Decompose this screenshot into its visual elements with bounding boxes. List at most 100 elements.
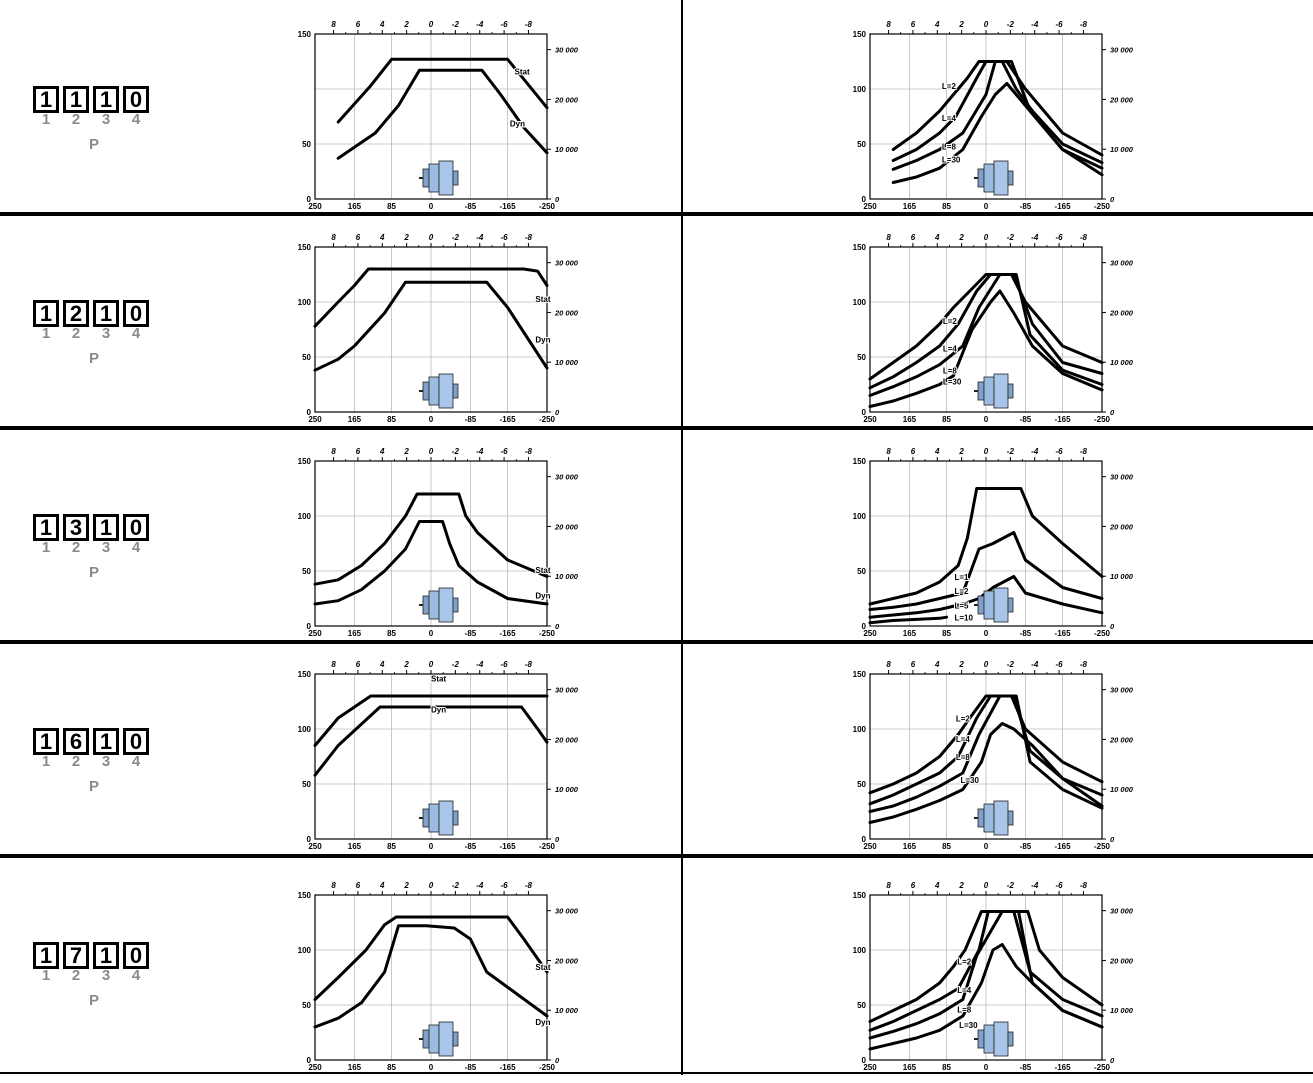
top-tick-label: -6	[501, 660, 509, 669]
y-tick-label: 150	[298, 30, 312, 39]
top-tick-label: -8	[525, 20, 533, 29]
curve-label: L=5	[954, 601, 969, 610]
top-tick-label: 6	[911, 447, 916, 456]
top-tick-label: 2	[403, 660, 409, 669]
top-tick-label: -8	[525, 447, 533, 456]
y-tick-label: 50	[857, 1001, 866, 1010]
x-tick-label: -85	[1020, 842, 1032, 851]
top-tick-label: 0	[984, 233, 989, 242]
x-tick-label: -85	[465, 842, 477, 851]
series-line	[868, 531, 1104, 611]
code-suffix-label: P	[88, 350, 99, 367]
x-tick-label: -85	[465, 415, 477, 424]
y2-tick-label: 0	[555, 1056, 560, 1065]
y-tick-label: 100	[298, 725, 312, 734]
x-tick-label: 165	[348, 842, 362, 851]
series-line	[313, 915, 549, 1001]
y2-tick-label: 20 000	[1109, 956, 1134, 965]
top-tick-label: 0	[429, 233, 434, 242]
top-tick-label: -2	[452, 20, 460, 29]
y-tick-label: 150	[298, 670, 312, 679]
x-tick-label: -165	[1055, 629, 1072, 638]
series-line	[313, 924, 549, 1029]
top-tick-label: -2	[1007, 660, 1015, 669]
top-tick-label: 0	[429, 660, 434, 669]
x-tick-label: 250	[308, 629, 322, 638]
curve-label: L=4	[957, 986, 972, 995]
curve-label: L=30	[960, 776, 979, 785]
x-tick-label: -165	[500, 629, 517, 638]
y-tick-label: 150	[853, 670, 867, 679]
code-digit-box: 0	[123, 300, 149, 327]
code-digit-box: 0	[123, 514, 149, 541]
curve-label: Stat	[535, 963, 550, 972]
curve-label: Dyn	[431, 706, 446, 715]
code-digit-box: 1	[93, 728, 119, 755]
y2-tick-label: 0	[1110, 195, 1115, 204]
top-tick-label: 4	[934, 881, 940, 890]
motor-icon	[419, 800, 459, 836]
y2-tick-label: 20 000	[1109, 308, 1134, 317]
top-tick-label: 0	[429, 447, 434, 456]
x-tick-label: 0	[429, 415, 434, 424]
x-tick-label: 165	[348, 202, 362, 211]
code-index-label: 2	[71, 753, 81, 770]
top-tick-label: 4	[379, 881, 385, 890]
code-suffix-label: P	[88, 992, 99, 1009]
motor-icon	[974, 373, 1014, 409]
top-tick-label: -4	[1031, 233, 1039, 242]
top-tick-label: 6	[911, 881, 916, 890]
code-index-label: 1	[41, 967, 51, 984]
curve-label: L=30	[942, 156, 961, 165]
y-tick-label: 150	[853, 891, 867, 900]
top-tick-label: -8	[1080, 20, 1088, 29]
top-tick-label: 4	[379, 233, 385, 242]
y2-tick-label: 30 000	[1110, 473, 1134, 482]
top-tick-label: -6	[1056, 447, 1064, 456]
y2-tick-label: 20 000	[1109, 95, 1134, 104]
y-tick-label: 0	[307, 195, 312, 204]
x-tick-label: -85	[1020, 415, 1032, 424]
y2-tick-label: 10 000	[555, 145, 579, 154]
x-tick-label: 165	[903, 629, 917, 638]
curve-label: Dyn	[535, 592, 550, 601]
code-index-row: 1 2 3 4	[33, 753, 173, 770]
y-tick-label: 150	[298, 891, 312, 900]
top-tick-label: -2	[1007, 20, 1015, 29]
top-tick-label: -6	[501, 447, 509, 456]
x-tick-label: -165	[500, 202, 517, 211]
x-tick-label: -85	[465, 202, 477, 211]
x-tick-label: -250	[1094, 202, 1111, 211]
y-tick-label: 50	[857, 567, 866, 576]
code-index-label: 2	[71, 325, 81, 342]
y2-tick-label: 20 000	[554, 956, 579, 965]
top-tick-label: 2	[403, 233, 409, 242]
top-tick-label: -6	[1056, 881, 1064, 890]
row-separator	[0, 640, 1313, 644]
x-tick-label: 165	[348, 1063, 362, 1072]
curve-label: Stat	[535, 566, 550, 575]
y-tick-label: 150	[853, 457, 867, 466]
curve-label: Stat	[431, 675, 446, 684]
row-separator	[0, 1072, 1313, 1074]
x-tick-label: 85	[942, 202, 951, 211]
top-tick-label: -8	[1080, 447, 1088, 456]
x-tick-label: -250	[539, 842, 556, 851]
code-index-row: 1 2 3 4	[33, 111, 173, 128]
y2-tick-label: 10 000	[555, 358, 579, 367]
y-tick-label: 50	[857, 353, 866, 362]
code-digit-box: 0	[123, 942, 149, 969]
curve-label: L=8	[943, 367, 958, 376]
x-tick-label: 85	[387, 202, 396, 211]
curve-label: L=8	[942, 143, 957, 152]
code-index-label: 2	[71, 967, 81, 984]
x-tick-label: 0	[984, 415, 989, 424]
motor-icon	[974, 800, 1014, 836]
code-digit-box: 0	[123, 86, 149, 113]
